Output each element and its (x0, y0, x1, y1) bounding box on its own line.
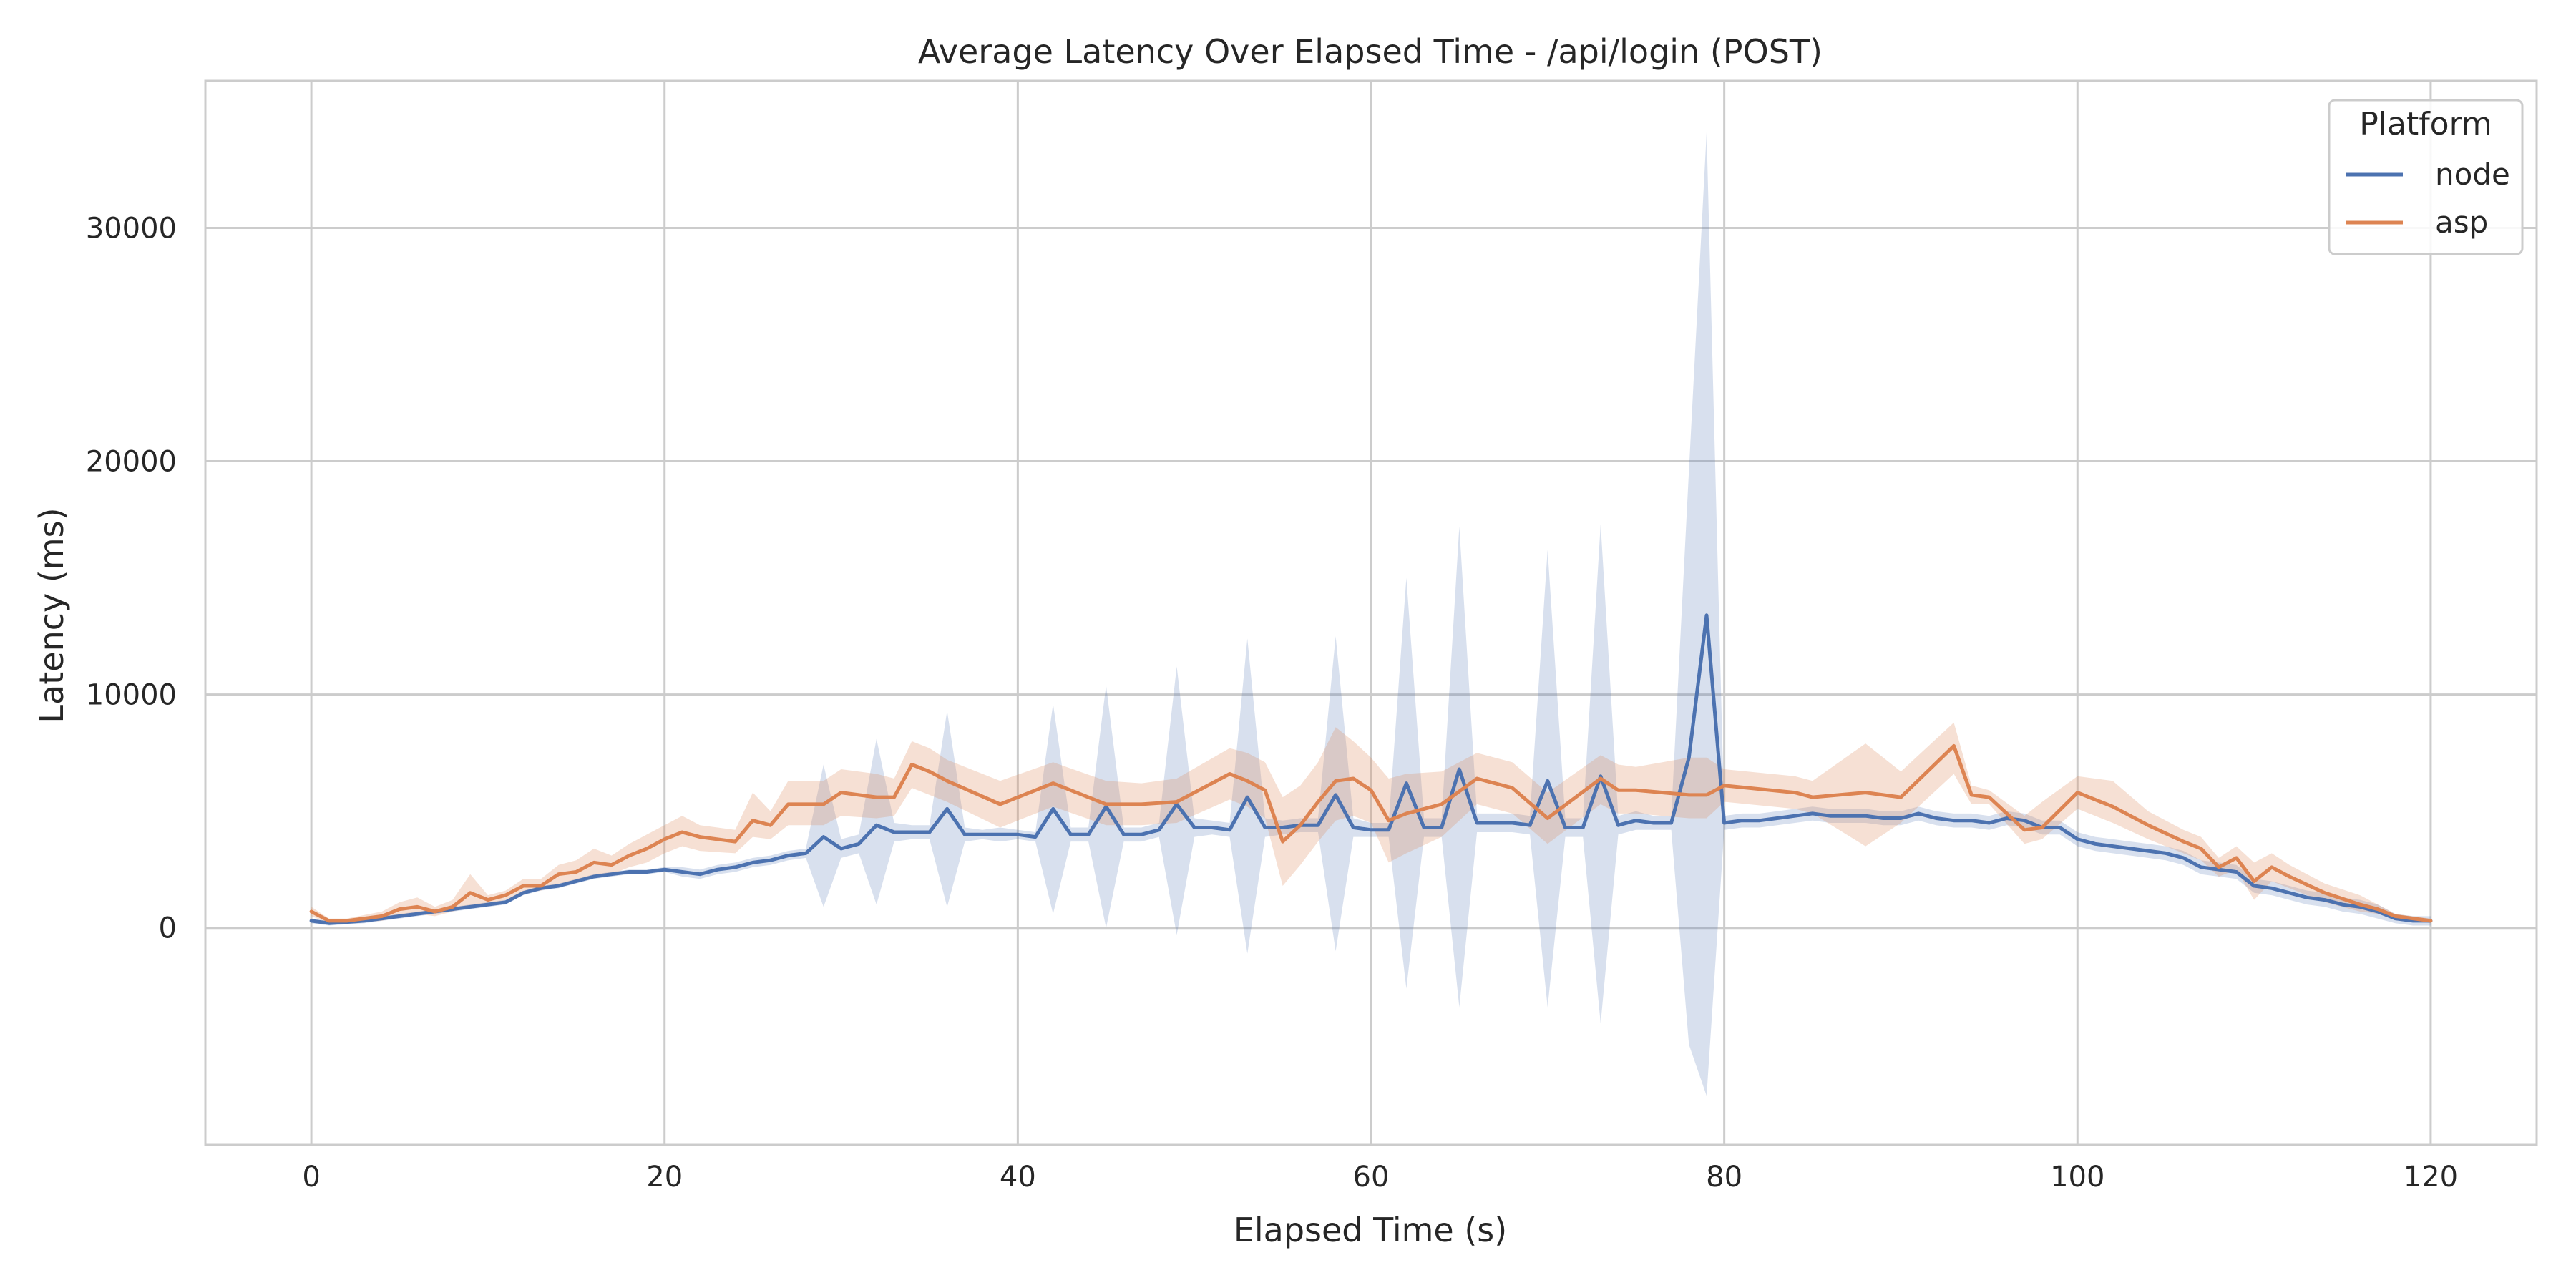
y-axis-ticks: 0 10000 20000 30000 (86, 212, 177, 945)
legend-label-asp: asp (2435, 205, 2488, 240)
grid (205, 81, 2537, 1145)
x-axis-ticks: 0 20 40 60 80 100 120 (302, 1161, 2458, 1194)
confidence-band-node (311, 132, 2431, 1096)
x-tick-label: 40 (1000, 1161, 1036, 1194)
x-axis-label: Elapsed Time (s) (1234, 1211, 1507, 1249)
y-tick-label: 0 (159, 912, 177, 945)
x-tick-label: 80 (1706, 1161, 1742, 1194)
x-tick-label: 20 (646, 1161, 683, 1194)
legend-box (2328, 99, 2524, 255)
series-line-node (309, 613, 2433, 925)
x-tick-label: 120 (2404, 1161, 2458, 1194)
y-tick-label: 10000 (86, 679, 177, 712)
y-axis-label: Latency (ms) (32, 507, 71, 723)
chart-title: Average Latency Over Elapsed Time - /api… (918, 32, 1823, 71)
legend: Platform node asp (2328, 99, 2524, 255)
y-tick-label: 30000 (86, 212, 177, 245)
x-tick-label: 100 (2050, 1161, 2104, 1194)
confidence-band-asp (311, 722, 2431, 924)
legend-title: Platform (2359, 106, 2492, 142)
x-tick-label: 60 (1353, 1161, 1390, 1194)
series-line-asp (309, 743, 2433, 923)
y-tick-label: 20000 (86, 446, 177, 479)
series-lines (309, 613, 2433, 925)
x-tick-label: 0 (302, 1161, 320, 1194)
legend-label-node: node (2435, 157, 2510, 192)
plot-area-frame (204, 79, 2538, 1146)
confidence-bands (311, 132, 2431, 1096)
